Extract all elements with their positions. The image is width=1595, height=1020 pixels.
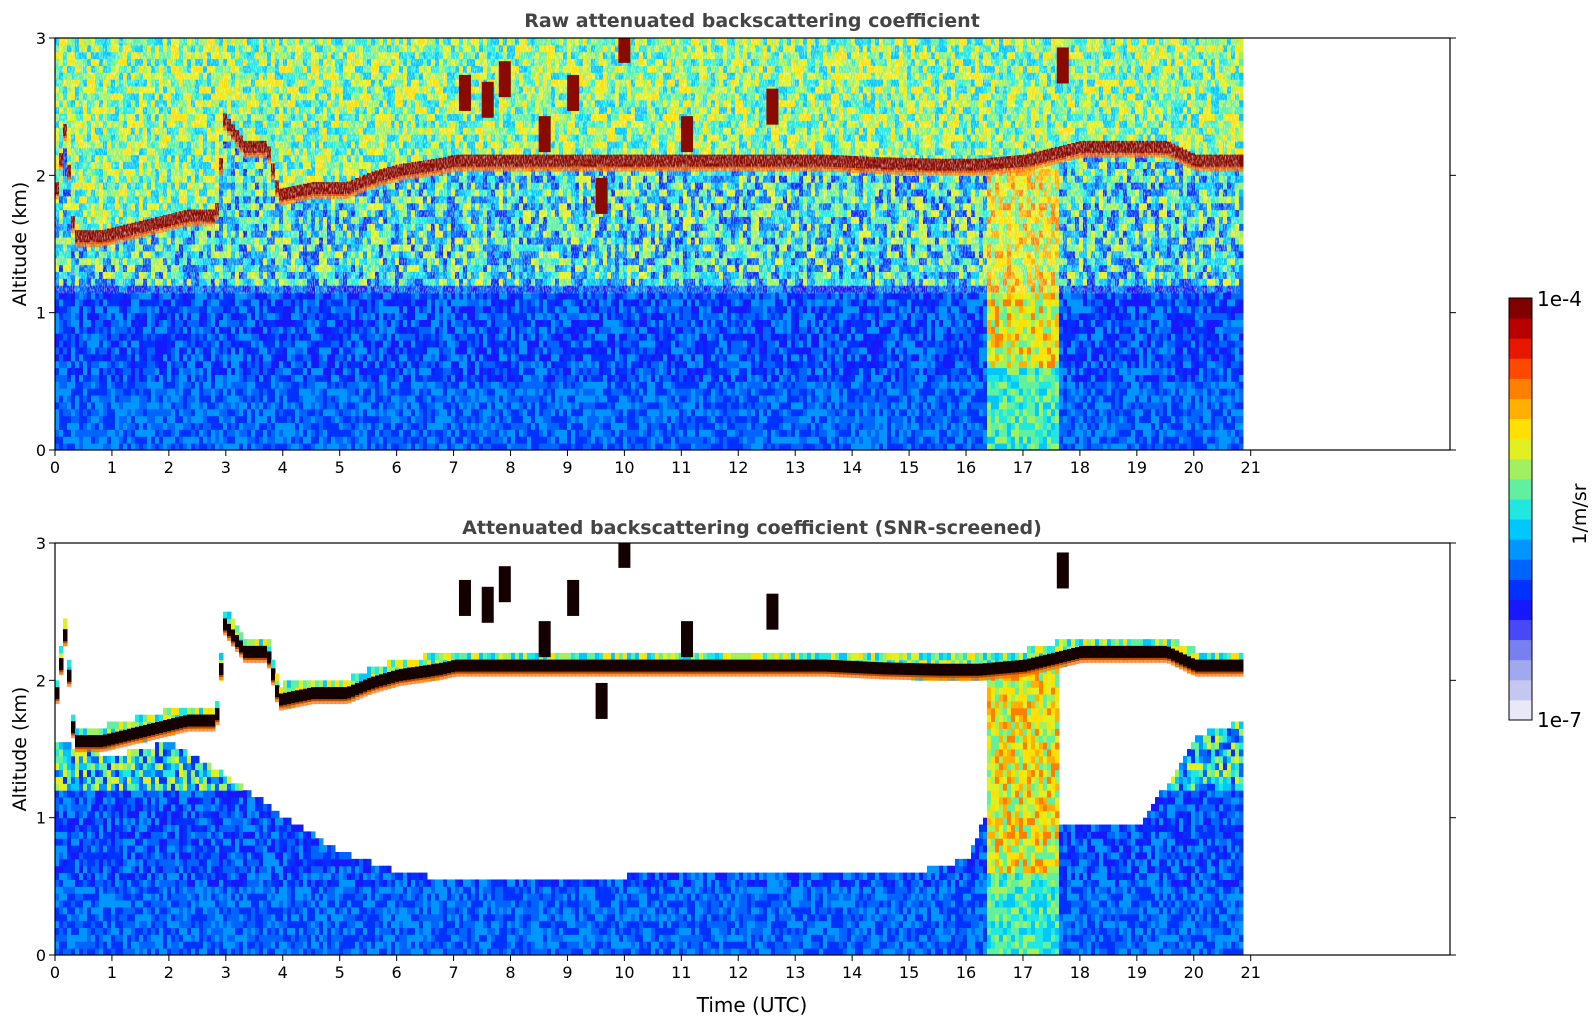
x-tick-label: 18 (1070, 963, 1090, 982)
x-axis-label: Time (UTC) (696, 993, 808, 1017)
colorbar-swatch (1509, 619, 1532, 641)
x-tick-label: 17 (1013, 458, 1033, 477)
colorbar-swatch (1509, 639, 1532, 661)
chart-panel-raw: Raw attenuated backscattering coefficien… (9, 10, 1456, 477)
y-tick-label: 2 (36, 166, 46, 185)
y-axis-label: Altitude (km) (9, 182, 31, 307)
x-tick-label: 13 (785, 458, 805, 477)
x-tick-label: 10 (614, 458, 634, 477)
x-tick-label: 4 (278, 963, 288, 982)
colorbar-swatch (1509, 378, 1532, 399)
colorbar-min-label: 1e-7 (1537, 708, 1582, 732)
colorbar-swatch (1509, 579, 1532, 600)
x-tick-label: 20 (1184, 458, 1204, 477)
x-tick-label: 0 (50, 458, 60, 477)
colorbar-scale (1509, 298, 1532, 721)
x-tick-label: 5 (335, 458, 345, 477)
y-tick-label: 1 (36, 809, 46, 828)
colorbar: 1e-4 1e-7 1/m/sr (1508, 287, 1591, 732)
y-tick-label: 0 (36, 441, 46, 460)
colorbar-swatch (1509, 699, 1532, 721)
colorbar-frame (1508, 297, 1533, 721)
x-tick-label: 17 (1013, 963, 1033, 982)
colorbar-swatch (1509, 438, 1532, 460)
x-tick-label: 16 (956, 458, 976, 477)
x-tick-label: 2 (164, 458, 174, 477)
chart-panel-screened: Attenuated backscattering coefficient (S… (9, 517, 1456, 1017)
x-tick-label: 19 (1127, 458, 1147, 477)
x-tick-label: 14 (842, 963, 862, 982)
colorbar-swatch (1509, 539, 1532, 560)
y-tick-label: 3 (36, 29, 46, 48)
y-tick-label: 0 (36, 946, 46, 965)
colorbar-unit-label: 1/m/sr (1569, 483, 1591, 544)
colorbar-max-label: 1e-4 (1537, 287, 1582, 311)
x-tick-label: 20 (1184, 963, 1204, 982)
x-tick-label: 13 (785, 963, 805, 982)
colorbar-swatch (1509, 478, 1532, 500)
x-tick-label: 6 (392, 963, 402, 982)
x-tick-label: 1 (107, 963, 117, 982)
x-tick-label: 3 (221, 458, 231, 477)
x-tick-label: 8 (505, 963, 515, 982)
x-tick-label: 8 (505, 458, 515, 477)
x-tick-label: 19 (1127, 963, 1147, 982)
plot-area (55, 543, 1244, 955)
x-tick-label: 11 (671, 963, 691, 982)
x-tick-label: 1 (107, 458, 117, 477)
x-tick-label: 12 (728, 963, 748, 982)
colorbar-swatch (1509, 338, 1532, 359)
x-axis-ticks: 0 1 2 3 4 5 6 7 8 9 10 11 12 13 14 15 16 17 18 19 20 21 (50, 450, 1261, 477)
chart-title: Attenuated backscattering coefficient (S… (462, 517, 1042, 539)
x-tick-label: 3 (221, 963, 231, 982)
colorbar-swatch (1509, 519, 1532, 540)
colorbar-swatch (1509, 298, 1532, 319)
colorbar-swatch (1509, 679, 1532, 701)
x-tick-label: 9 (562, 458, 572, 477)
colorbar-swatch (1509, 498, 1532, 520)
x-tick-label: 12 (728, 458, 748, 477)
x-tick-label: 2 (164, 963, 174, 982)
x-tick-label: 10 (614, 963, 634, 982)
y-tick-label: 3 (36, 534, 46, 553)
plot-frame (54, 37, 1451, 451)
colorbar-swatch (1509, 659, 1532, 681)
x-tick-label: 21 (1241, 963, 1261, 982)
y-axis-label: Altitude (km) (9, 687, 31, 812)
colorbar-swatch (1509, 418, 1532, 440)
y-tick-label: 1 (36, 304, 46, 323)
colorbar-swatch (1509, 599, 1532, 621)
x-tick-label: 5 (335, 963, 345, 982)
x-tick-label: 11 (671, 458, 691, 477)
x-tick-label: 6 (392, 458, 402, 477)
chart-title: Raw attenuated backscattering coefficien… (524, 10, 980, 32)
x-tick-label: 7 (448, 458, 458, 477)
plot-frame (54, 542, 1451, 956)
x-tick-label: 7 (448, 963, 458, 982)
y-axis-ticks: 0 1 2 3 (36, 29, 1456, 460)
x-axis-ticks: 0 1 2 3 4 5 6 7 8 9 10 11 12 13 14 15 16 17 18 19 20 21 (50, 955, 1261, 982)
x-tick-label: 9 (562, 963, 572, 982)
x-tick-label: 16 (956, 963, 976, 982)
colorbar-swatch (1509, 318, 1532, 339)
x-tick-label: 0 (50, 963, 60, 982)
x-tick-label: 15 (899, 458, 919, 477)
colorbar-swatch (1509, 358, 1532, 379)
x-tick-label: 18 (1070, 458, 1090, 477)
x-tick-label: 15 (899, 963, 919, 982)
x-tick-label: 14 (842, 458, 862, 477)
colorbar-swatch (1509, 458, 1532, 480)
y-tick-label: 2 (36, 671, 46, 690)
x-tick-label: 4 (278, 458, 288, 477)
y-axis-ticks: 0 1 2 3 (36, 534, 1456, 965)
colorbar-swatch (1509, 398, 1532, 420)
x-tick-label: 21 (1241, 458, 1261, 477)
plot-area (55, 38, 1244, 450)
colorbar-swatch (1509, 559, 1532, 580)
